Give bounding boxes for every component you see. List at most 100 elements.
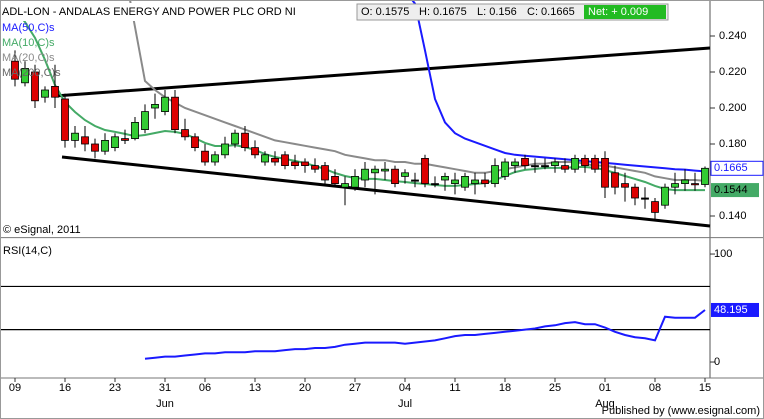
- candle-body: [621, 183, 629, 188]
- candle-body: [691, 183, 699, 186]
- x-tick-label: 13: [249, 382, 261, 394]
- rsi-line: [144, 309, 706, 360]
- candle-body: [671, 183, 679, 188]
- candle-body: [91, 143, 99, 152]
- candle-body: [431, 183, 439, 186]
- legend-entry: MA(10,C)s: [2, 37, 55, 49]
- y-tick-label: 0.200: [719, 102, 747, 114]
- indicator-label: RSI(14,C): [3, 245, 52, 257]
- candle-body: [321, 165, 329, 181]
- quote-high: H: 0.1675: [419, 6, 467, 18]
- candle-body: [501, 161, 509, 177]
- title-bg: [0, 3, 355, 21]
- last-rsi-box: [711, 302, 759, 317]
- candle-body: [21, 68, 29, 84]
- copyright: © eSignal, 2011: [3, 224, 81, 236]
- candle-body: [361, 168, 369, 181]
- x-tick-label: 04: [399, 382, 411, 394]
- candle-body: [261, 154, 269, 163]
- candle-body: [571, 157, 579, 170]
- last-close-label: 0.1665: [714, 162, 748, 174]
- x-tick-label: 31: [159, 382, 171, 394]
- y-tick-label: 0.180: [719, 138, 747, 150]
- trend-line: [54, 46, 711, 98]
- candle-body: [231, 132, 239, 145]
- candle-body: [651, 201, 659, 213]
- candle-body: [41, 89, 49, 98]
- candle-body: [701, 167, 709, 185]
- candle-body: [141, 111, 149, 130]
- candle-body: [71, 132, 79, 141]
- candle-body: [601, 157, 609, 188]
- candle-body: [311, 165, 319, 170]
- candle-body: [471, 179, 479, 184]
- candle-body: [481, 179, 489, 184]
- candle-body: [111, 136, 119, 149]
- y-tick-label: 0.140: [719, 210, 747, 222]
- candle-body: [31, 71, 39, 102]
- x-tick-label: 18: [499, 382, 511, 394]
- candle-body: [81, 136, 89, 145]
- last-close-box: [710, 160, 764, 176]
- candle-body: [131, 122, 139, 140]
- footer: Published by (www.esignal.com): [602, 405, 760, 417]
- ma-line: [14, 9, 705, 192]
- candle-body: [391, 168, 399, 184]
- overlay: ADL-LON - ANDALAS ENERGY AND POWER PLC O…: [0, 3, 760, 417]
- candle-body: [461, 175, 469, 188]
- candle-body: [641, 197, 649, 200]
- candle-body: [331, 175, 339, 184]
- x-tick-label: 16: [59, 382, 71, 394]
- legend-entry: MA(20,C)s: [2, 52, 55, 64]
- price-plot: [11, 0, 709, 220]
- candle-body: [541, 165, 549, 168]
- quote-net: Net: + 0.009: [588, 6, 648, 18]
- x-tick-label: 08: [649, 382, 661, 394]
- candle-body: [181, 129, 189, 138]
- candle-body: [421, 157, 429, 184]
- last-ma-box: [711, 183, 759, 198]
- x-tick-label: 23: [109, 382, 121, 394]
- candle-body: [381, 168, 389, 172]
- y-tick-label: 0.240: [719, 30, 747, 42]
- candle-body: [521, 157, 529, 166]
- candle-body: [531, 165, 539, 168]
- candle-body: [341, 183, 349, 188]
- candle-body: [411, 179, 419, 182]
- candle-body: [561, 165, 569, 170]
- last-rsi-label: 48.195: [714, 304, 748, 316]
- quote-open: O: 0.1575: [361, 6, 409, 18]
- x-tick-label: 27: [349, 382, 361, 394]
- candle-body: [631, 186, 639, 199]
- candle-body: [271, 157, 279, 163]
- candle-body: [551, 161, 559, 166]
- legend-entry: MA(50,C)s: [2, 22, 55, 34]
- quote-low: L: 0.156: [477, 6, 517, 18]
- y-tick-label: 100: [714, 248, 732, 260]
- quote-net-bg: [584, 5, 666, 19]
- month-label: Aug: [595, 398, 615, 410]
- candle-body: [661, 186, 669, 206]
- candle-body: [611, 172, 619, 188]
- x-tick-label: 09: [9, 382, 21, 394]
- chart-title: ADL-LON - ANDALAS ENERGY AND POWER PLC O…: [2, 6, 296, 18]
- x-tick-label: 06: [199, 382, 211, 394]
- candle-body: [11, 60, 19, 80]
- y-tick-label: 0.220: [719, 66, 747, 78]
- candle-body: [51, 86, 59, 98]
- candle-body: [61, 98, 69, 141]
- candle-body: [211, 154, 219, 163]
- candle-body: [591, 157, 599, 170]
- candle-body: [161, 96, 169, 112]
- candle-body: [441, 175, 449, 181]
- candle-body: [581, 157, 589, 166]
- candle-body: [101, 139, 109, 152]
- candle-body: [151, 104, 159, 109]
- candle-body: [171, 96, 179, 130]
- candle-body: [201, 150, 209, 163]
- month-label: Jun: [156, 398, 174, 410]
- candle-body: [511, 161, 519, 166]
- x-tick-label: 15: [699, 382, 711, 394]
